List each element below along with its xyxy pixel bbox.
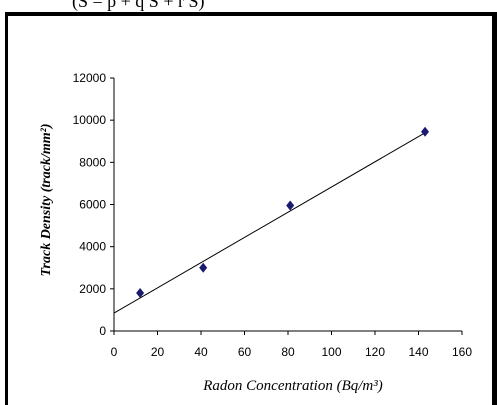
y-tick-label: 0	[99, 324, 106, 338]
x-tick-label: 140	[408, 345, 428, 359]
x-tick-label: 160	[452, 345, 472, 359]
x-tick-label: 80	[281, 345, 295, 359]
data-point	[199, 262, 208, 273]
header-snippet-text: (S = p + q S + r S)	[72, 0, 205, 11]
x-axis-title: Radon Concentration (Bq/m³)	[202, 378, 382, 394]
y-tick-label: 2000	[79, 282, 106, 296]
y-tick-label: 10000	[73, 113, 107, 127]
y-tick-label: 8000	[79, 155, 106, 169]
header-snippet: (S = p + q S + r S)	[0, 0, 497, 14]
x-tick-label: 120	[365, 345, 385, 359]
y-tick-label: 12000	[73, 71, 107, 85]
x-tick-label: 40	[194, 345, 208, 359]
x-tick-label: 60	[238, 345, 252, 359]
x-tick-label: 20	[151, 345, 165, 359]
y-tick-label: 4000	[79, 240, 106, 254]
y-axis-title: Track Density (track/mm²)	[39, 124, 54, 277]
data-point	[421, 126, 430, 137]
y-tick-label: 6000	[79, 198, 106, 212]
x-tick-label: 0	[111, 345, 118, 359]
chart-frame	[5, 12, 497, 405]
data-point	[136, 288, 145, 299]
data-point	[286, 200, 295, 211]
x-tick-label: 100	[321, 345, 341, 359]
trendline	[113, 132, 426, 314]
